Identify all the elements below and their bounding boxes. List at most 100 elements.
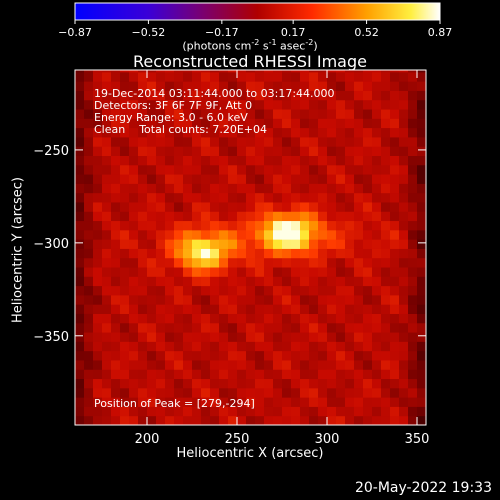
heatmap-cell	[318, 81, 328, 91]
heatmap-cell	[138, 90, 148, 101]
heatmap-cell	[147, 164, 157, 175]
heatmap-cell	[381, 174, 391, 184]
colorbar-tick-label: −0.87	[58, 26, 92, 39]
heatmap-cell	[318, 211, 328, 222]
heatmap-cell	[390, 201, 400, 212]
heatmap-cell	[282, 341, 292, 352]
heatmap-cell	[372, 70, 382, 73]
heatmap-cell	[138, 164, 148, 175]
heatmap-cell	[363, 201, 373, 212]
heatmap-cell	[183, 369, 193, 380]
heatmap-cell	[201, 415, 211, 425]
heatmap-cell	[219, 387, 229, 398]
heatmap-cell	[354, 341, 364, 352]
heatmap-cell	[399, 369, 409, 380]
heatmap-cell	[147, 257, 157, 268]
heatmap-cell	[237, 248, 247, 259]
heatmap-cell	[390, 415, 400, 425]
heatmap-cell	[309, 174, 319, 184]
heatmap-cell	[363, 229, 373, 240]
heatmap-cell	[210, 99, 220, 110]
heatmap-cell	[336, 174, 346, 184]
heatmap-cell	[201, 276, 211, 287]
heatmap-cell	[219, 99, 229, 110]
heatmap-cell	[318, 387, 328, 398]
heatmap-cell	[147, 201, 157, 212]
heatmap-cell	[129, 201, 139, 212]
heatmap-cell	[102, 359, 112, 370]
x-tick-label: 250	[225, 432, 250, 447]
heatmap-cell	[201, 90, 211, 101]
heatmap-cell	[192, 332, 202, 342]
heatmap-cell	[282, 276, 292, 287]
heatmap-cell	[273, 81, 283, 91]
heatmap-cell	[381, 155, 391, 166]
heatmap-cell	[120, 415, 130, 425]
heatmap-cell	[93, 201, 103, 212]
heatmap-cell	[210, 127, 220, 138]
heatmap-cell	[345, 387, 355, 398]
x-tick-label: 350	[405, 432, 430, 447]
heatmap-cell	[363, 397, 373, 407]
heatmap-cell	[156, 350, 166, 361]
heatmap-cell	[84, 118, 94, 129]
heatmap-cell	[291, 118, 301, 129]
heatmap-cell	[165, 285, 175, 296]
heatmap-cell	[192, 397, 202, 407]
heatmap-cell	[147, 369, 157, 380]
heatmap-cell	[138, 174, 148, 184]
heatmap-cell	[399, 71, 409, 82]
heatmap-cell	[237, 341, 247, 352]
heatmap-cell	[327, 239, 337, 249]
heatmap-cell	[336, 387, 346, 398]
heatmap-cell	[156, 164, 166, 175]
heatmap-cell	[291, 378, 301, 389]
heatmap-cell	[327, 248, 337, 259]
heatmap-cell	[93, 109, 103, 119]
heatmap-cell	[372, 369, 382, 380]
heatmap-cell	[399, 109, 409, 119]
heatmap-cell	[201, 201, 211, 212]
heatmap-cell	[201, 192, 211, 203]
heatmap-cell	[219, 322, 229, 333]
heatmap-cell	[354, 99, 364, 110]
heatmap-cell	[165, 174, 175, 184]
heatmap-cell	[264, 201, 274, 212]
heatmap-cell	[156, 183, 166, 194]
heatmap-cell	[138, 229, 148, 240]
heatmap-cell	[228, 406, 238, 417]
heatmap-cell	[183, 90, 193, 101]
heatmap-cell	[408, 220, 418, 231]
heatmap-cell	[201, 406, 211, 417]
heatmap-cell	[201, 332, 211, 342]
heatmap-cell	[408, 164, 418, 175]
heatmap-cell	[381, 341, 391, 352]
heatmap-cell	[111, 313, 121, 324]
heatmap-cell	[147, 341, 157, 352]
heatmap-cell	[129, 285, 139, 296]
heatmap-cell	[156, 155, 166, 166]
heatmap-cell	[309, 406, 319, 417]
heatmap-cell	[192, 341, 202, 352]
heatmap-cell	[174, 332, 184, 342]
heatmap-cell	[327, 341, 337, 352]
heatmap-cell	[345, 136, 355, 147]
heatmap-cell	[255, 267, 265, 277]
heatmap-cell	[75, 127, 85, 138]
heatmap-cell	[282, 397, 292, 407]
heatmap-cell	[111, 378, 121, 389]
heatmap-cell	[138, 341, 148, 352]
heatmap-cell	[390, 99, 400, 110]
heatmap-cell	[327, 350, 337, 361]
heatmap-cell	[381, 406, 391, 417]
heatmap-cell	[417, 248, 426, 259]
heatmap-cell	[210, 267, 220, 277]
heatmap-cell	[129, 155, 139, 166]
heatmap-cell	[273, 294, 283, 305]
heatmap-cell	[381, 294, 391, 305]
heatmap-cell	[354, 397, 364, 407]
heatmap-cell	[138, 183, 148, 194]
heatmap-cell	[309, 155, 319, 166]
heatmap-cell	[219, 415, 229, 425]
heatmap-cell	[372, 211, 382, 222]
